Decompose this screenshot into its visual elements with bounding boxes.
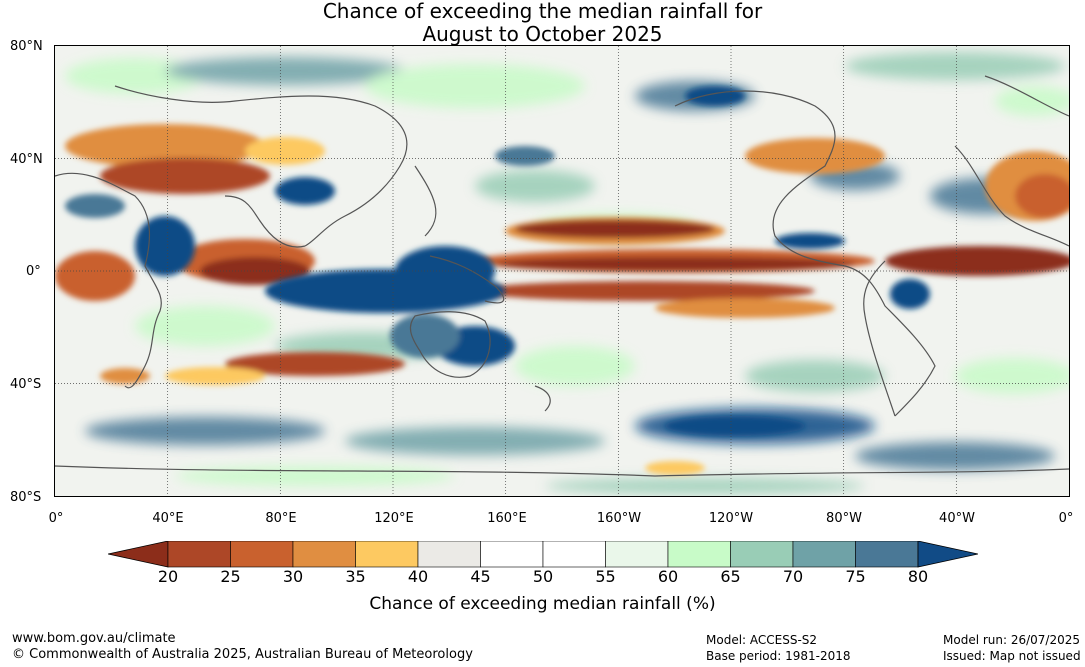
- colorbar-segment: [480, 541, 544, 568]
- above-median-regions: [65, 86, 930, 436]
- colorbar-segment: [230, 541, 294, 568]
- colorbar-tick-label: 35: [345, 567, 366, 586]
- colorbar-tick-label: 75: [845, 567, 866, 586]
- lat-label-40s: 40°S: [10, 377, 42, 392]
- colorbar-arrow-high: [917, 541, 978, 568]
- colorbar-segment: [417, 541, 481, 568]
- copyright-notice: © Commonwealth of Australia 2025, Austra…: [12, 647, 473, 662]
- map-title: Chance of exceeding the median rainfall …: [0, 0, 1085, 46]
- colorbar-title: Chance of exceeding median rainfall (%): [369, 594, 716, 614]
- model-run-date: Model run: 26/07/2025: [943, 633, 1081, 647]
- rainfall-probability-map: [54, 45, 1070, 497]
- lon-label-120e: 120°E: [374, 511, 414, 526]
- lon-label-80w: 80°W: [826, 511, 862, 526]
- lon-label-160e: 160°E: [487, 511, 527, 526]
- lon-label-0: 0°: [48, 511, 64, 526]
- lat-label-40n: 40°N: [10, 152, 43, 167]
- map-title-line2: August to October 2025: [422, 22, 663, 46]
- colorbar-segment: [292, 541, 356, 568]
- colorbar-tick-label: 65: [720, 567, 741, 586]
- colorbar-tick-label: 40: [407, 567, 429, 586]
- coastlines: [55, 75, 1069, 477]
- colorbar-segment: [667, 541, 731, 568]
- colorbar-segment: [542, 541, 606, 568]
- lon-label-160w: 160°W: [596, 511, 642, 526]
- lon-label-40w: 40°W: [939, 511, 975, 526]
- lat-label-80n: 80°N: [10, 39, 43, 54]
- lon-label-360: 0°: [1058, 511, 1074, 526]
- colorbar-segment: [792, 541, 856, 568]
- colorbar-segment: [167, 541, 231, 568]
- colorbar-tick-label: 60: [657, 567, 679, 586]
- website-link[interactable]: www.bom.gov.au/climate: [12, 631, 176, 646]
- issued-status: Issued: Map not issued: [943, 649, 1081, 663]
- lon-label-40e: 40°E: [152, 511, 184, 526]
- colorbar-arrow-low: [108, 541, 169, 568]
- lat-label-80s: 80°S: [10, 490, 42, 505]
- colorbar-tick-label: 20: [157, 567, 179, 586]
- graticule: [55, 46, 1069, 496]
- map-title-line1: Chance of exceeding the median rainfall …: [322, 0, 763, 23]
- colorbar-tick-label: 70: [782, 567, 804, 586]
- colorbar-segment: [605, 541, 669, 568]
- colorbar-tick-label: 30: [282, 567, 304, 586]
- colorbar-tick-label: 80: [907, 567, 929, 586]
- colorbar: [108, 541, 978, 568]
- base-period: Base period: 1981-2018: [706, 649, 851, 663]
- colorbar-segment: [355, 541, 419, 568]
- colorbar-tick-label: 45: [470, 567, 491, 586]
- lat-label-equator: 0°: [26, 264, 41, 279]
- colorbar-tick-label: 50: [532, 567, 554, 586]
- lon-label-120w: 120°W: [708, 511, 754, 526]
- lon-label-80e: 80°E: [265, 511, 297, 526]
- map-canvas: [55, 46, 1069, 496]
- colorbar-segment: [855, 541, 919, 568]
- colorbar-tick-label: 55: [595, 567, 616, 586]
- colorbar-segment: [730, 541, 794, 568]
- model-name: Model: ACCESS-S2: [706, 633, 818, 647]
- colorbar-tick-label: 25: [220, 567, 241, 586]
